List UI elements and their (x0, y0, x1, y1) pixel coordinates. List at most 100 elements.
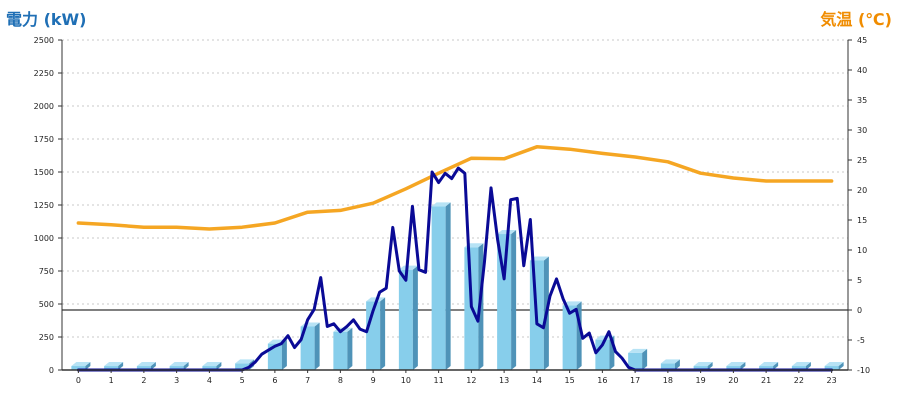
power-bar (169, 366, 184, 370)
power-bar-top (169, 362, 189, 367)
right-axis-title: 気温 (℃) (820, 10, 892, 29)
left-tick-label: 1000 (34, 234, 54, 243)
power-bar (333, 331, 348, 370)
right-tick-label: 5 (857, 276, 862, 285)
power-bar-side (281, 339, 287, 370)
right-tick-label: 20 (857, 186, 867, 195)
right-tick-label: 30 (857, 126, 867, 135)
x-tick-label: 15 (565, 376, 575, 385)
x-tick-label: 4 (207, 376, 212, 385)
left-tick-label: 2000 (34, 102, 54, 111)
x-tick-label: 21 (761, 376, 771, 385)
x-tick-label: 3 (174, 376, 179, 385)
right-tick-label: -5 (857, 336, 865, 345)
power-bar-side (85, 362, 91, 370)
right-tick-label: -10 (857, 366, 870, 375)
power-bar-side (118, 362, 124, 370)
x-tick-label: 1 (109, 376, 114, 385)
power-bar (300, 326, 315, 370)
x-tick-label: 9 (371, 376, 376, 385)
power-bar-top (562, 301, 582, 306)
x-tick-label: 23 (827, 376, 837, 385)
power-bar-side (707, 362, 713, 370)
power-bar-side (216, 362, 222, 370)
power-bar-side (314, 322, 320, 370)
power-bar-top (759, 362, 779, 367)
power-bar (431, 206, 446, 370)
x-tick-label: 20 (728, 376, 738, 385)
x-tick-label: 11 (434, 376, 444, 385)
power-bar (562, 305, 577, 370)
power-bar-side (740, 362, 746, 370)
power-bar (104, 366, 119, 370)
power-bar-top (71, 362, 91, 367)
power-bar-top (235, 359, 255, 364)
power-bar-side (445, 202, 451, 370)
power-bar (628, 352, 643, 370)
power-bar (71, 366, 86, 370)
power-bar-side (838, 362, 844, 370)
power-bar (202, 366, 217, 370)
x-tick-label: 0 (76, 376, 81, 385)
power-bar-top (628, 348, 648, 353)
x-tick-label: 10 (401, 376, 411, 385)
x-tick-label: 2 (141, 376, 146, 385)
left-tick-label: 2250 (34, 69, 54, 78)
x-tick-label: 12 (466, 376, 476, 385)
power-bar-top (104, 362, 124, 367)
temperature-line (76, 145, 834, 231)
power-bar (693, 366, 708, 370)
x-tick-label: 5 (240, 376, 245, 385)
power-bar (660, 363, 675, 370)
x-tick-label: 19 (696, 376, 706, 385)
power-bar (497, 234, 512, 370)
power-bar-side (412, 265, 418, 370)
left-tick-label: 0 (49, 366, 54, 375)
left-tick-label: 250 (39, 333, 54, 342)
power-bar (726, 366, 741, 370)
x-tick-label: 6 (272, 376, 277, 385)
power-bar-side (642, 348, 648, 370)
power-bar (398, 269, 413, 370)
x-tick-label: 16 (597, 376, 607, 385)
power-bar-top (726, 362, 746, 367)
x-tick-label: 8 (338, 376, 343, 385)
right-tick-label: 0 (857, 306, 862, 315)
power-line (76, 166, 834, 372)
power-bar (136, 366, 151, 370)
left-tick-label: 2500 (34, 36, 54, 45)
power-bar-side (805, 362, 811, 370)
power-bar (791, 366, 806, 370)
x-tick-label: 14 (532, 376, 542, 385)
power-bar (824, 366, 839, 370)
right-tick-label: 35 (857, 96, 867, 105)
power-bar-side (380, 297, 386, 370)
power-bar-top (136, 362, 156, 367)
right-tick-label: 40 (857, 66, 867, 75)
power-bar-top (529, 256, 549, 261)
power-bar-side (150, 362, 156, 370)
power-bar (267, 343, 282, 370)
right-tick-label: 25 (857, 156, 867, 165)
power-bar (235, 363, 250, 370)
power-bar-top (431, 202, 451, 207)
power-bar-side (674, 359, 680, 370)
right-tick-label: 45 (857, 36, 867, 45)
power-bar-side (773, 362, 779, 370)
power-bar-top (693, 362, 713, 367)
power-bar-side (183, 362, 189, 370)
power-bar-top (660, 359, 680, 364)
x-tick-label: 22 (794, 376, 804, 385)
x-tick-label: 17 (630, 376, 640, 385)
left-tick-label: 1750 (34, 135, 54, 144)
left-tick-label: 1500 (34, 168, 54, 177)
power-bar-side (347, 327, 353, 370)
right-tick-label: 10 (857, 246, 867, 255)
power-bar-top (791, 362, 811, 367)
left-tick-label: 1250 (34, 201, 54, 210)
x-tick-label: 7 (305, 376, 310, 385)
power-bar-side (511, 230, 517, 370)
power-bar-top (202, 362, 222, 367)
left-axis-title: 電力 (kW) (6, 10, 87, 29)
